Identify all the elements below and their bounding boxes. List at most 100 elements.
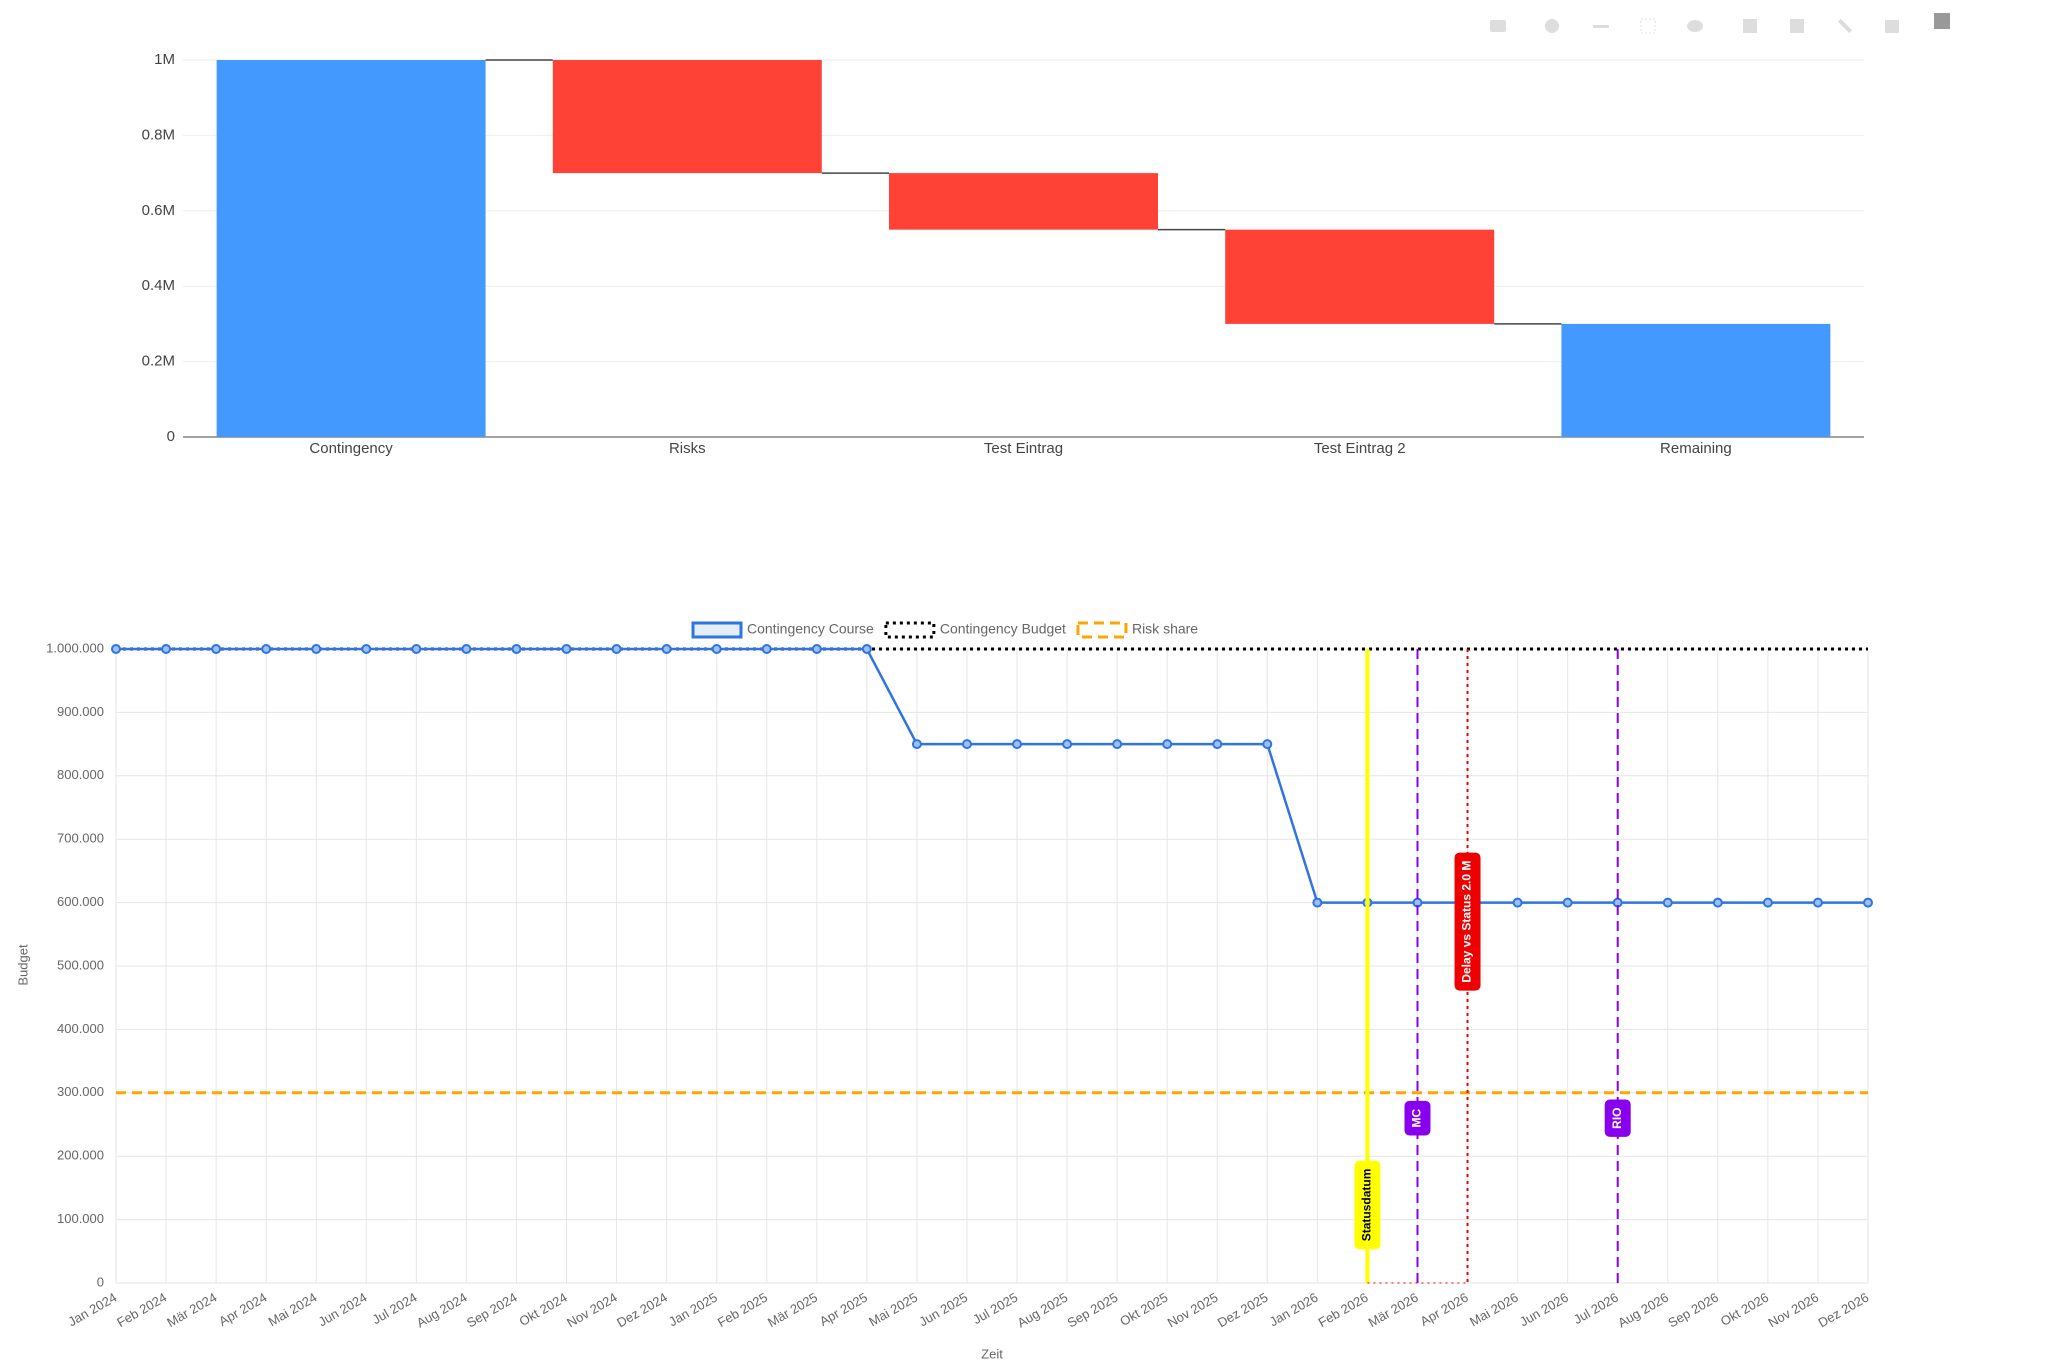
annotation-label: MC — [1404, 1100, 1431, 1136]
x-tick-label: Jul 2025 — [970, 1290, 1020, 1328]
point — [1212, 739, 1223, 750]
point — [811, 644, 822, 654]
annotation-box — [1404, 1100, 1431, 1136]
y-tick-label: 0 — [167, 428, 175, 445]
x-tick-label: Aug 2024 — [414, 1290, 470, 1331]
x-tick-label: Jan 2025 — [666, 1290, 720, 1330]
x-tick-label: Sep 2026 — [1665, 1290, 1721, 1331]
bar — [1225, 229, 1495, 324]
point — [561, 644, 572, 654]
y-tick-label: 800.000 — [57, 767, 104, 782]
x-tick-label: Aug 2026 — [1615, 1290, 1671, 1331]
autoscale-icon[interactable] — [1837, 18, 1853, 34]
point — [761, 644, 772, 654]
x-tick-label: Jul 2024 — [369, 1290, 419, 1328]
point — [661, 644, 672, 654]
annotation-box — [1454, 852, 1481, 991]
point — [1262, 739, 1273, 750]
legend-label: Risk share — [1132, 621, 1198, 637]
y-tick-label: 0.8M — [142, 126, 175, 143]
legend-swatch — [691, 621, 743, 639]
y-tick-label: 400.000 — [57, 1021, 104, 1036]
x-tick-label: Test Eintrag — [984, 440, 1063, 457]
x-tick-label: Mär 2025 — [765, 1290, 820, 1330]
point — [461, 644, 472, 654]
point — [1512, 897, 1523, 908]
annotation-text: RIO — [1610, 1107, 1624, 1128]
y-tick-label: 1.000.000 — [46, 640, 104, 655]
toolbar — [1490, 13, 1950, 34]
x-tick-label: Dez 2026 — [1816, 1290, 1872, 1331]
x-tick-label: Risks — [669, 440, 706, 457]
point — [961, 739, 972, 750]
point — [261, 644, 272, 654]
x-tick-label: Feb 2024 — [114, 1290, 169, 1330]
x-tick-label: Mär 2026 — [1366, 1290, 1421, 1330]
y-axis-title: Budget — [15, 944, 30, 986]
y-tick-label: 0.2M — [142, 353, 175, 370]
legend-label: Contingency Course — [747, 621, 874, 637]
x-tick-label: Mai 2024 — [266, 1290, 320, 1330]
zoom-out-icon[interactable] — [1790, 19, 1804, 33]
y-tick-label: 700.000 — [57, 831, 104, 846]
point — [1762, 897, 1773, 908]
point — [361, 644, 372, 654]
legend-swatch — [884, 621, 936, 639]
x-tick-label: Mai 2026 — [1467, 1290, 1521, 1330]
point — [311, 644, 322, 654]
zoom-in-icon[interactable] — [1743, 19, 1757, 33]
x-tick-label: Okt 2026 — [1718, 1290, 1771, 1329]
point — [411, 644, 422, 654]
point — [1562, 897, 1573, 908]
x-tick-label: Apr 2025 — [817, 1290, 870, 1329]
x-tick-label: Feb 2025 — [715, 1290, 770, 1330]
y-tick-label: 900.000 — [57, 704, 104, 719]
x-tick-label: Apr 2026 — [1418, 1290, 1471, 1329]
point — [1012, 739, 1023, 750]
x-tick-label: Test Eintrag 2 — [1314, 440, 1406, 457]
plotly-logo[interactable] — [1934, 13, 1950, 29]
point — [161, 644, 172, 654]
camera-icon[interactable] — [1490, 20, 1506, 32]
y-tick-label: 500.000 — [57, 957, 104, 972]
point — [861, 644, 872, 654]
bar — [1561, 323, 1831, 437]
y-tick-label: 300.000 — [57, 1084, 104, 1099]
lasso-icon[interactable] — [1687, 20, 1703, 32]
bar — [889, 173, 1158, 230]
x-tick-label: Mai 2025 — [866, 1290, 920, 1330]
x-axis-title: Zeit — [981, 1346, 1003, 1361]
reset-icon[interactable] — [1885, 20, 1899, 33]
point — [1112, 739, 1123, 750]
annotation-label: RIO — [1604, 1099, 1631, 1137]
annotation-label: Delay vs Status 2.0 M — [1454, 852, 1481, 991]
point — [1662, 897, 1673, 908]
x-tick-label: Nov 2025 — [1165, 1290, 1221, 1331]
x-tick-label: Sep 2025 — [1065, 1290, 1121, 1331]
legend-label: Contingency Budget — [940, 621, 1066, 637]
point — [1162, 739, 1173, 750]
y-tick-label: 600.000 — [57, 894, 104, 909]
zoom-icon[interactable] — [1545, 19, 1559, 33]
point — [1863, 897, 1873, 908]
x-tick-label: Contingency — [309, 440, 393, 457]
y-tick-label: 0 — [97, 1274, 104, 1289]
bar — [552, 60, 822, 174]
point — [711, 644, 722, 654]
y-tick-label: 0.4M — [142, 277, 175, 294]
legend-swatch — [1076, 621, 1128, 639]
pan-icon[interactable] — [1593, 25, 1609, 28]
point — [1062, 739, 1073, 750]
annotation-text: MC — [1410, 1108, 1424, 1127]
x-tick-label: Apr 2024 — [216, 1290, 269, 1329]
x-tick-label: Dez 2024 — [614, 1290, 670, 1331]
x-tick-label: Okt 2025 — [1117, 1290, 1170, 1329]
point — [1812, 897, 1823, 908]
x-tick-label: Nov 2024 — [564, 1290, 620, 1331]
x-tick-label: Jul 2026 — [1571, 1290, 1621, 1328]
select-icon[interactable] — [1640, 18, 1656, 34]
x-tick-label: Jun 2025 — [916, 1290, 970, 1330]
x-tick-label: Okt 2024 — [517, 1290, 570, 1329]
